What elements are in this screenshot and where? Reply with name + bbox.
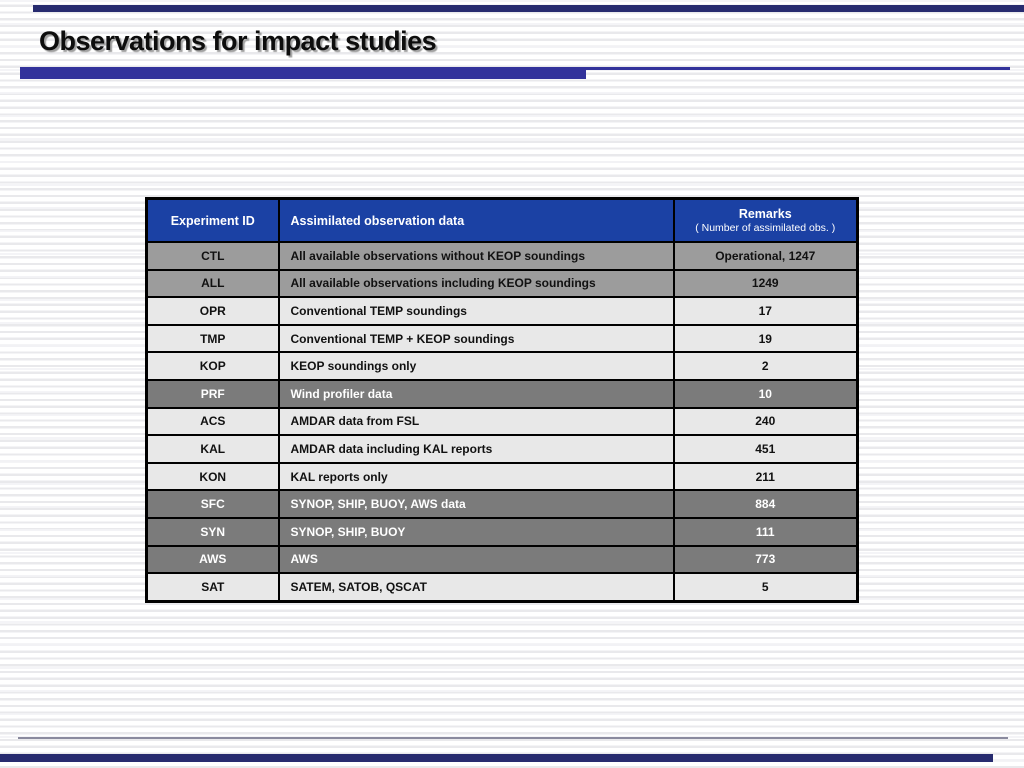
remarks-cell: 211: [672, 461, 859, 492]
remarks-cell: 5: [672, 572, 859, 603]
remarks-cell: 10: [672, 378, 859, 409]
table-header: Experiment ID Assimilated observation da…: [145, 197, 859, 243]
experiment-id-cell: KAL: [145, 434, 280, 464]
observation-data-cell: AMDAR data from FSL: [277, 406, 675, 437]
table-row: SFC SYNOP, SHIP, BUOY, AWS data 884: [145, 489, 859, 519]
remarks-cell: 111: [672, 516, 859, 547]
experiment-id-cell: KOP: [145, 351, 280, 381]
observation-data-cell: Conventional TEMP + KEOP soundings: [277, 323, 675, 354]
experiment-id-cell: SAT: [145, 572, 280, 603]
table-row: SYN SYNOP, SHIP, BUOY 111: [145, 516, 859, 547]
table-row: ACS AMDAR data from FSL 240: [145, 406, 859, 437]
observation-data-cell: KAL reports only: [277, 461, 675, 492]
observation-data-cell: SATEM, SATOB, QSCAT: [277, 572, 675, 603]
table-header-row: Experiment ID Assimilated observation da…: [145, 197, 859, 243]
remarks-cell: 240: [672, 406, 859, 437]
table-row: PRF Wind profiler data 10: [145, 378, 859, 409]
experiment-id-cell: TMP: [145, 323, 280, 354]
table-row: CTL All available observations without KE…: [145, 241, 859, 271]
remarks-cell: 1249: [672, 268, 859, 299]
title-underline-thin-line: [586, 67, 1010, 70]
observations-table: Experiment ID Assimilated observation da…: [145, 197, 859, 603]
experiment-id-cell: SFC: [145, 489, 280, 519]
experiment-id-cell: KON: [145, 461, 280, 492]
experiment-id-cell: OPR: [145, 296, 280, 326]
remarks-cell: 884: [672, 489, 859, 519]
column-header-remarks: Remarks ( Number of assimilated obs. ): [672, 197, 859, 243]
observation-data-cell: All available observations without KEOP …: [277, 241, 675, 271]
observation-data-cell: Wind profiler data: [277, 378, 675, 409]
table-body: CTL All available observations without KE…: [145, 241, 859, 603]
experiment-id-cell: ALL: [145, 268, 280, 299]
observation-data-cell: SYNOP, SHIP, BUOY: [277, 516, 675, 547]
experiment-id-cell: SYN: [145, 516, 280, 547]
remarks-sublabel: ( Number of assimilated obs. ): [695, 222, 836, 234]
remarks-cell: 451: [672, 434, 859, 464]
column-header-assimilated-data: Assimilated observation data: [277, 197, 675, 243]
experiment-id-cell: PRF: [145, 378, 280, 409]
top-edge-bar: [33, 5, 1024, 12]
remarks-cell: 2: [672, 351, 859, 381]
table-row: SAT SATEM, SATOB, QSCAT 5: [145, 572, 859, 603]
remarks-cell: Operational, 1247: [672, 241, 859, 271]
table-row: ALL All available observations including …: [145, 268, 859, 299]
bottom-edge-bar: [0, 754, 993, 762]
observation-data-cell: All available observations including KEO…: [277, 268, 675, 299]
observation-data-cell: AWS: [277, 544, 675, 575]
remarks-cell: 773: [672, 544, 859, 575]
observation-data-cell: KEOP soundings only: [277, 351, 675, 381]
observation-data-cell: Conventional TEMP soundings: [277, 296, 675, 326]
remarks-cell: 19: [672, 323, 859, 354]
page-title: Observations for impact studies: [39, 26, 437, 56]
column-header-experiment-id: Experiment ID: [145, 197, 280, 243]
table-row: KAL AMDAR data including KAL reports 451: [145, 434, 859, 464]
remarks-cell: 17: [672, 296, 859, 326]
title-underline-bar: [20, 67, 586, 79]
table-row: OPR Conventional TEMP soundings 17: [145, 296, 859, 326]
table-row: TMP Conventional TEMP + KEOP soundings 19: [145, 323, 859, 354]
remarks-label: Remarks: [738, 207, 792, 221]
bottom-thin-line: [18, 737, 1008, 739]
experiment-id-cell: AWS: [145, 544, 280, 575]
experiment-id-cell: CTL: [145, 241, 280, 271]
table-row: KON KAL reports only 211: [145, 461, 859, 492]
table-row: AWS AWS 773: [145, 544, 859, 575]
table-row: KOP KEOP soundings only 2: [145, 351, 859, 381]
experiment-id-cell: ACS: [145, 406, 280, 437]
observation-data-cell: SYNOP, SHIP, BUOY, AWS data: [277, 489, 675, 519]
observation-data-cell: AMDAR data including KAL reports: [277, 434, 675, 464]
